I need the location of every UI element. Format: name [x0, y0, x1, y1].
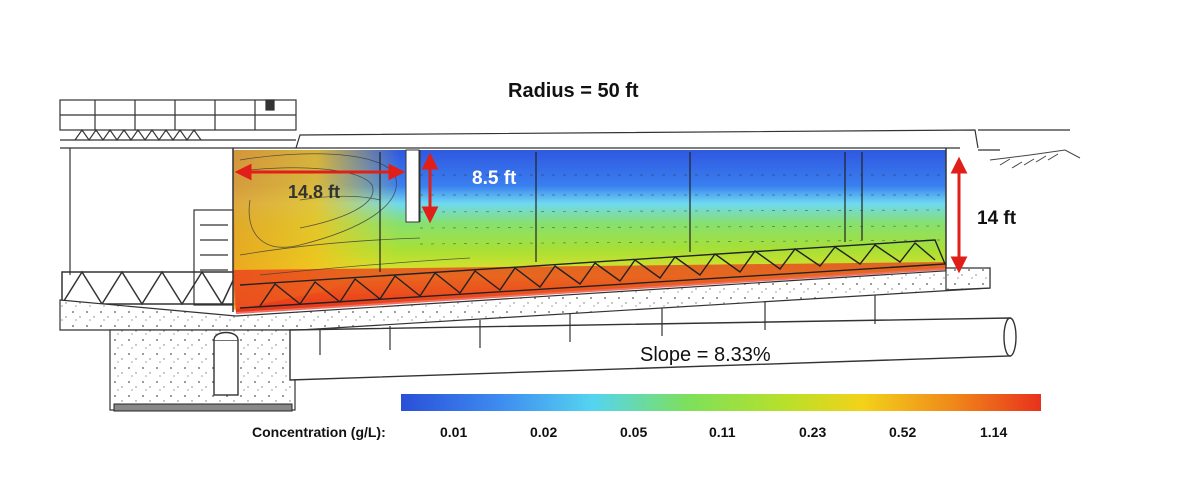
legend-tick: 0.01 — [440, 424, 468, 440]
concentration-colorbar — [401, 394, 1041, 411]
base-hatch — [113, 403, 293, 412]
legend-tick: 0.02 — [530, 424, 558, 440]
legend-tick: 0.23 — [799, 424, 827, 440]
scraper-truss — [239, 239, 947, 309]
flow-streamlines — [239, 153, 471, 276]
side-depth-label: 14 ft — [977, 208, 1017, 229]
inlet-depth-label: 8.5 ft — [472, 168, 517, 189]
center-structure — [69, 148, 235, 306]
support-posts — [319, 295, 876, 355]
ground-hatch — [989, 149, 1081, 169]
legend-tick: 1.14 — [980, 424, 1008, 440]
tank-outline — [232, 148, 947, 312]
effluent-pipe — [213, 317, 1017, 396]
legend-tick: 0.05 — [620, 424, 648, 440]
walkway-bridge — [59, 99, 297, 142]
floor-slab — [59, 267, 991, 411]
slope-label: Slope = 8.33% — [640, 344, 771, 366]
legend-title: Concentration (g/L): — [252, 424, 386, 440]
tank-top-edge — [60, 129, 1070, 151]
legend-tick: 0.11 — [709, 424, 736, 440]
inlet-width-label: 14.8 ft — [288, 182, 341, 202]
dimension-arrows — [234, 152, 968, 274]
diagram-title: Radius = 50 ft — [508, 80, 639, 102]
inlet-baffle — [405, 149, 421, 223]
legend-tick: 0.52 — [889, 424, 917, 440]
